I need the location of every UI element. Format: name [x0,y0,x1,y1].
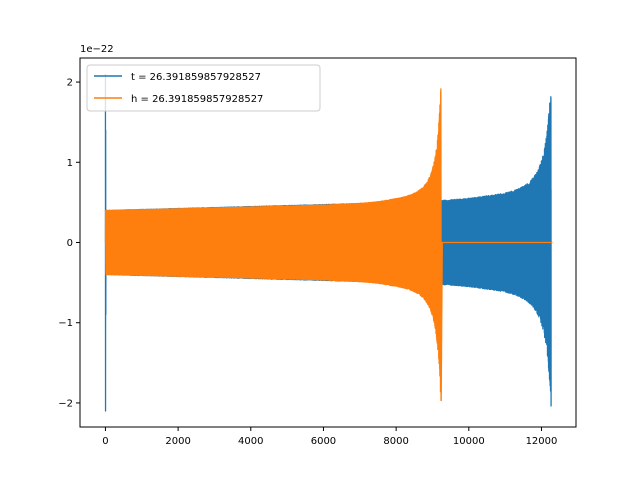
x-tick-label: 2000 [165,436,190,447]
series-layer [104,74,553,412]
y-offset-label: 1e−22 [80,44,114,55]
x-tick-label: 8000 [383,436,408,447]
x-tick-label: 12000 [526,436,558,447]
y-tick-label: −2 [58,398,73,409]
x-tick-label: 0 [102,436,108,447]
y-tick-label: 0 [67,238,73,249]
plot-area [104,74,553,412]
legend-label-t: t = 26.391859857928527 [131,72,261,83]
x-tick-label: 6000 [311,436,336,447]
y-tick-label: 1 [67,158,73,169]
series-line-h [104,88,553,402]
x-tick-label: 10000 [453,436,485,447]
y-tick-label: 2 [67,78,73,89]
y-axis: −2 −1 0 1 2 [58,78,80,409]
legend-label-h: h = 26.391859857928527 [131,94,263,105]
legend-frame [86,64,321,112]
x-axis: 0 2000 4000 6000 8000 10000 12000 [102,427,557,447]
legend: t = 26.391859857928527 h = 26.3918598579… [86,64,321,112]
x-tick-label: 4000 [238,436,263,447]
y-tick-label: −1 [58,318,73,329]
